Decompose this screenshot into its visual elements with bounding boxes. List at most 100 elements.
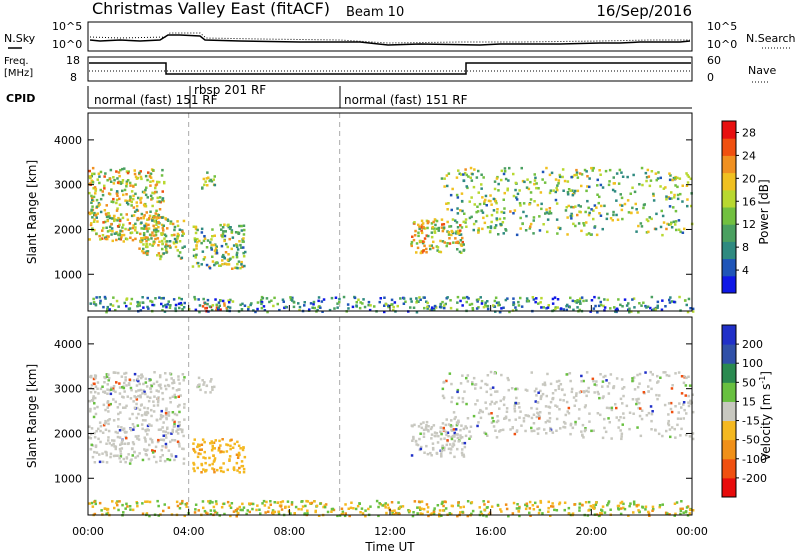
scatter-pixel xyxy=(239,447,242,450)
scatter-pixel xyxy=(241,508,244,512)
scatter-pixel xyxy=(485,204,488,207)
scatter-pixel xyxy=(141,249,144,253)
scatter-pixel xyxy=(174,245,178,249)
scatter-pixel xyxy=(203,301,207,305)
scatter-pixel xyxy=(489,230,492,233)
colorbar-segment xyxy=(722,189,736,208)
scatter-pixel xyxy=(491,386,495,389)
scatter-pixel xyxy=(411,235,414,238)
scatter-pixel xyxy=(239,303,242,307)
scatter-pixel xyxy=(659,185,662,188)
scatter-pixel xyxy=(682,417,685,420)
scatter-pixel xyxy=(461,453,464,457)
scatter-pixel xyxy=(596,178,599,182)
scatter-pixel xyxy=(92,187,95,190)
cpid-program-1: normal (fast) 151 RF xyxy=(94,93,218,107)
scatter-pixel xyxy=(158,240,161,243)
scatter-pixel xyxy=(110,233,113,236)
scatter-pixel xyxy=(229,447,232,451)
scatter-pixel xyxy=(392,512,395,516)
scatter-pixel xyxy=(538,508,542,512)
scatter-pixel xyxy=(502,232,505,235)
scatter-pixel xyxy=(219,264,222,267)
scatter-pixel xyxy=(444,423,448,427)
scatter-pixel xyxy=(384,502,387,505)
scatter-pixel xyxy=(150,384,154,388)
scatter-pixel xyxy=(548,173,552,177)
scatter-pixel xyxy=(509,428,512,431)
scatter-pixel xyxy=(533,429,536,433)
scatter-pixel xyxy=(495,400,498,404)
scatter-pixel xyxy=(171,395,175,398)
scatter-pixel xyxy=(120,236,123,239)
scatter-pixel xyxy=(451,504,454,508)
scatter-pixel xyxy=(520,305,524,308)
scatter-pixel xyxy=(103,295,107,299)
scatter-pixel xyxy=(425,234,428,237)
scatter-pixel xyxy=(502,172,506,176)
scatter-pixel xyxy=(160,232,163,235)
scatter-pixel xyxy=(515,308,518,312)
scatter-pixel xyxy=(599,173,602,176)
scatter-pixel xyxy=(137,379,140,383)
scatter-pixel xyxy=(210,180,214,183)
scatter-pixel xyxy=(548,191,552,195)
scatter-pixel xyxy=(194,508,197,511)
scatter-pixel xyxy=(90,196,94,200)
scatter-pixel xyxy=(361,302,364,305)
scatter-pixel xyxy=(495,177,499,180)
scatter-pixel xyxy=(142,306,145,309)
scatter-pixel xyxy=(650,412,654,416)
scatter-pixel xyxy=(223,512,226,516)
scatter-pixel xyxy=(238,240,241,243)
scatter-pixel xyxy=(235,253,239,256)
scatter-pixel xyxy=(686,204,689,208)
scatter-pixel xyxy=(125,193,128,196)
scatter-pixel xyxy=(557,179,561,182)
scatter-pixel xyxy=(326,510,330,514)
scatter-pixel xyxy=(226,245,229,249)
scatter-pixel xyxy=(559,307,563,310)
scatter-pixel xyxy=(522,210,525,214)
scatter-pixel xyxy=(567,512,571,515)
scatter-pixel xyxy=(148,214,152,218)
scatter-pixel xyxy=(576,213,579,217)
scatter-pixel xyxy=(581,504,584,507)
scatter-pixel xyxy=(430,426,434,429)
scatter-pixel xyxy=(670,226,674,229)
scatter-pixel xyxy=(150,414,153,418)
scatter-pixel xyxy=(115,209,119,212)
scatter-pixel xyxy=(498,217,502,221)
scatter-pixel xyxy=(633,388,637,391)
scatter-pixel xyxy=(176,232,180,236)
scatter-pixel xyxy=(396,304,399,308)
scatter-pixel xyxy=(628,427,631,431)
scatter-pixel xyxy=(601,380,605,383)
scatter-pixel xyxy=(144,392,147,396)
scatter-pixel xyxy=(218,439,221,443)
scatter-pixel xyxy=(201,500,205,503)
scatter-pixel xyxy=(121,226,124,229)
scatter-pixel xyxy=(155,183,159,186)
scatter-pixel xyxy=(646,168,650,172)
scatter-pixel xyxy=(108,418,111,421)
scatter-pixel xyxy=(459,239,463,242)
scatter-pixel xyxy=(95,216,98,219)
scatter-pixel xyxy=(166,427,169,430)
scatter-pixel xyxy=(611,188,615,192)
scatter-pixel xyxy=(456,248,459,251)
scatter-pixel xyxy=(410,240,414,244)
scatter-pixel xyxy=(90,222,93,225)
scatter-pixel xyxy=(625,404,629,408)
scatter-pixel xyxy=(151,231,154,234)
scatter-pixel xyxy=(108,388,112,392)
scatter-pixel xyxy=(140,414,144,417)
scatter-pixel xyxy=(239,266,242,270)
y-tick-label: 1000 xyxy=(54,268,82,281)
scatter-pixel xyxy=(586,175,589,178)
scatter-pixel xyxy=(496,208,499,211)
scatter-pixel xyxy=(502,398,505,401)
scatter-pixel xyxy=(108,216,112,220)
scatter-pixel xyxy=(472,222,476,226)
scatter-pixel xyxy=(468,303,472,306)
